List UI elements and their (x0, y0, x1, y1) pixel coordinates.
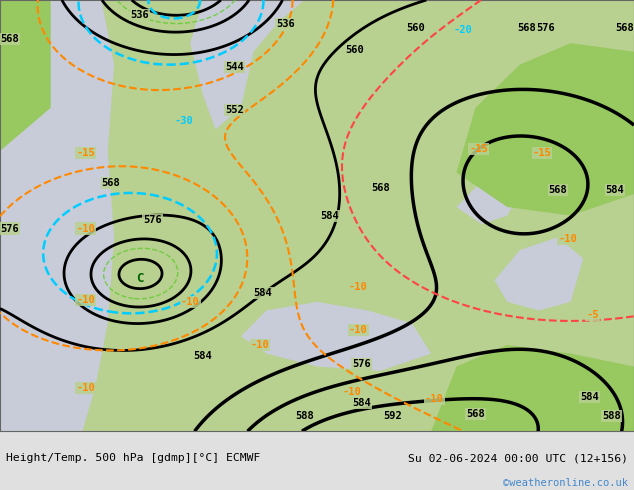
Text: 536: 536 (276, 19, 295, 29)
Text: -10: -10 (76, 223, 95, 234)
Polygon shape (241, 302, 431, 371)
Polygon shape (190, 0, 304, 129)
Polygon shape (51, 0, 114, 431)
Text: 584: 584 (320, 211, 339, 220)
Text: 584: 584 (254, 288, 273, 298)
Text: Height/Temp. 500 hPa [gdmp][°C] ECMWF: Height/Temp. 500 hPa [gdmp][°C] ECMWF (6, 453, 261, 463)
Text: 592: 592 (384, 411, 403, 421)
Text: 560: 560 (406, 23, 425, 33)
Text: ©weatheronline.co.uk: ©weatheronline.co.uk (503, 478, 628, 488)
Polygon shape (495, 237, 583, 311)
Text: -20: -20 (453, 25, 472, 35)
Text: -10: -10 (76, 383, 95, 393)
Text: -10: -10 (76, 294, 95, 305)
Text: 584: 584 (580, 392, 599, 402)
Text: -10: -10 (181, 297, 200, 307)
Text: C: C (136, 271, 143, 285)
Text: -15: -15 (76, 148, 95, 158)
Text: 576: 576 (0, 223, 19, 234)
Polygon shape (0, 0, 51, 151)
Polygon shape (456, 43, 634, 216)
Text: 584: 584 (605, 185, 624, 195)
Text: 568: 568 (615, 23, 634, 33)
Text: 560: 560 (346, 45, 365, 54)
Text: Su 02-06-2024 00:00 UTC (12+156): Su 02-06-2024 00:00 UTC (12+156) (408, 453, 628, 463)
Polygon shape (431, 345, 634, 431)
Text: 568: 568 (548, 185, 567, 195)
Text: 584: 584 (193, 351, 212, 361)
Text: -10: -10 (425, 394, 444, 404)
Text: -15: -15 (469, 144, 488, 154)
Text: -10: -10 (349, 325, 368, 335)
Text: 588: 588 (602, 411, 621, 421)
Text: 584: 584 (352, 398, 371, 408)
Text: 536: 536 (130, 10, 149, 20)
Text: 576: 576 (536, 23, 555, 33)
Text: -10: -10 (349, 282, 368, 292)
Text: 552: 552 (225, 105, 244, 115)
Text: 568: 568 (371, 183, 390, 193)
Text: -10: -10 (342, 388, 361, 397)
Text: -5: -5 (586, 310, 599, 320)
Text: 568: 568 (101, 178, 120, 188)
Text: 568: 568 (517, 23, 536, 33)
Text: -15: -15 (533, 148, 552, 158)
Text: 544: 544 (225, 62, 244, 72)
Text: 576: 576 (143, 215, 162, 225)
Polygon shape (456, 172, 520, 224)
Text: -10: -10 (250, 340, 269, 350)
Polygon shape (0, 0, 70, 431)
Text: -10: -10 (558, 234, 577, 245)
Text: 568: 568 (466, 409, 485, 419)
Text: 568: 568 (0, 34, 19, 44)
Text: -30: -30 (174, 116, 193, 126)
Text: 576: 576 (352, 359, 371, 369)
Text: 588: 588 (295, 411, 314, 421)
